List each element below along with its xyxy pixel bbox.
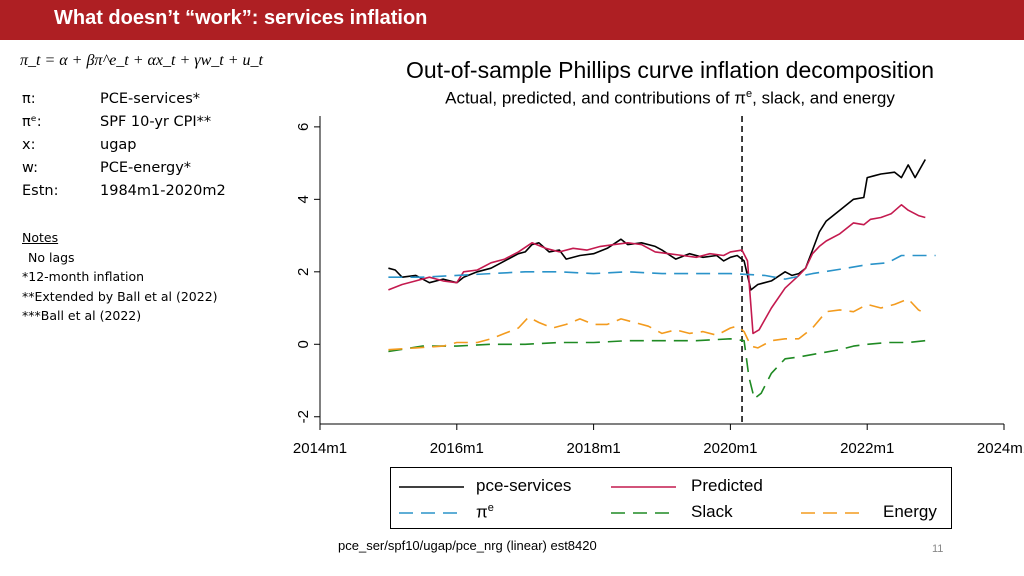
notes-block: Notes No lags *12-month inflation **Exte…	[22, 228, 218, 326]
chart-subtitle-text: Actual, predicted, and contributions of …	[445, 88, 747, 108]
x-tick-label: 2024m1	[977, 440, 1024, 457]
definition-value: PCE-services*	[100, 91, 201, 107]
chart-footer-note: pce_ser/spf10/ugap/pce_nrg (linear) est8…	[338, 538, 597, 553]
chart-title: Out-of-sample Phillips curve inflation d…	[406, 57, 934, 83]
legend-pie-symbol: π	[476, 502, 488, 522]
legend-label-predicted: Predicted	[691, 476, 763, 495]
series-line-pce-services	[388, 159, 926, 291]
slide-title: What doesn’t “work”: services inflation	[54, 7, 428, 29]
series-line-predicted	[388, 204, 926, 335]
legend-pie-sup: e	[487, 502, 494, 514]
y-tick-label: 6	[295, 123, 312, 131]
definition-symbol: x:	[22, 137, 36, 153]
chart-subtitle-rest: , slack, and energy	[752, 88, 895, 108]
y-tick-label: 0	[295, 340, 312, 348]
notes-line: ***Ball et al (2022)	[22, 308, 142, 323]
legend-swatches	[399, 486, 866, 514]
x-tick-label: 2020m1	[703, 440, 757, 457]
definition-symbol: π:	[22, 91, 36, 107]
title-banner: What doesn’t “work”: services inflation	[0, 0, 1024, 40]
phillips-equation: π_t = α + βπ^e_t + αx_t + γw_t + u_t	[20, 52, 263, 70]
definition-value: 1984m1-2020m2	[100, 183, 226, 199]
series-line-slack	[388, 338, 926, 400]
series-line-	[388, 254, 936, 280]
y-tick-label: 4	[295, 195, 312, 203]
page-number: 11	[932, 543, 944, 555]
chart-subtitle: Actual, predicted, and contributions of …	[320, 88, 1020, 109]
notes-line: No lags	[28, 249, 75, 265]
legend-label-pie: πe	[476, 502, 494, 523]
legend-label-pce-services: pce-services	[476, 476, 572, 495]
notes-title: Notes	[22, 230, 59, 245]
chart-legend: pce-services Predicted πe Slack Energy	[390, 467, 952, 529]
legend-label-slack: Slack	[691, 502, 733, 521]
chart-subtitle-sup: e	[746, 88, 753, 100]
definition-row: x: ugap	[22, 134, 226, 157]
definition-symbol: Estn:	[22, 183, 59, 199]
y-tick-label: 2	[295, 268, 312, 276]
x-tick-label: 2016m1	[430, 440, 484, 457]
definition-row: π: PCE-services*	[22, 88, 226, 111]
notes-line: *12-month inflation	[22, 269, 145, 284]
notes-line: **Extended by Ball et al (2022)	[22, 288, 218, 304]
series-line-energy	[388, 298, 926, 351]
legend-label-energy: Energy	[883, 502, 937, 521]
x-tick-label: 2014m1	[293, 440, 347, 457]
y-tick-label: -2	[295, 410, 312, 423]
variable-definitions: π: PCE-services* πᵉ: SPF 10-yr CPI** x: …	[22, 88, 226, 203]
definition-symbol: πᵉ:	[22, 114, 42, 130]
definition-value: PCE-energy*	[100, 160, 192, 176]
x-tick-label: 2022m1	[840, 440, 894, 457]
definition-row: πᵉ: SPF 10-yr CPI**	[22, 111, 226, 134]
definition-row: w: PCE-energy*	[22, 157, 226, 180]
equation-text: π_t = α + βπ^e_t + αx_t + γw_t + u_t	[20, 52, 263, 69]
definition-row: Estn: 1984m1-2020m2	[22, 180, 226, 203]
definition-symbol: w:	[22, 160, 38, 176]
definition-value: ugap	[100, 137, 137, 153]
x-tick-label: 2018m1	[566, 440, 620, 457]
definition-value: SPF 10-yr CPI**	[100, 114, 212, 130]
